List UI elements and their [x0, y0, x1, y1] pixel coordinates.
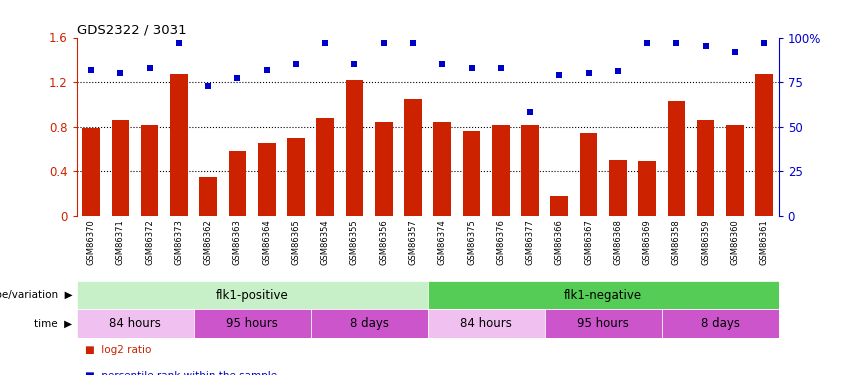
Point	[202, 82, 215, 88]
Bar	[199, 177, 217, 216]
Bar	[521, 126, 539, 216]
Point	[289, 61, 303, 67]
Text: GSM86355: GSM86355	[350, 219, 359, 264]
Bar	[346, 80, 363, 216]
Point	[406, 40, 420, 46]
Bar	[258, 143, 276, 216]
Bar	[404, 99, 422, 216]
Text: GSM86372: GSM86372	[146, 219, 154, 265]
Text: GSM86376: GSM86376	[496, 219, 505, 265]
Text: GSM86361: GSM86361	[760, 219, 768, 265]
Text: GSM86363: GSM86363	[233, 219, 242, 265]
Text: GSM86358: GSM86358	[671, 219, 681, 265]
Text: GSM86365: GSM86365	[292, 219, 300, 265]
Text: 8 days: 8 days	[700, 317, 740, 330]
Point	[552, 72, 566, 78]
Text: GSM86369: GSM86369	[643, 219, 652, 265]
Text: 84 hours: 84 hours	[460, 317, 512, 330]
Point	[260, 67, 273, 73]
Text: GSM86374: GSM86374	[437, 219, 447, 265]
Point	[611, 68, 625, 74]
Text: flk1-negative: flk1-negative	[564, 289, 643, 302]
Bar	[77, 281, 428, 309]
Text: ■  percentile rank within the sample: ■ percentile rank within the sample	[85, 371, 277, 375]
Bar	[667, 101, 685, 216]
Point	[582, 70, 596, 76]
Bar	[111, 120, 129, 216]
Bar	[375, 122, 392, 216]
Bar	[609, 160, 626, 216]
Point	[172, 40, 186, 46]
Text: GSM86354: GSM86354	[321, 219, 329, 264]
Text: GSM86364: GSM86364	[262, 219, 271, 265]
Point	[231, 75, 244, 81]
Bar	[726, 126, 744, 216]
Text: GSM86357: GSM86357	[408, 219, 418, 265]
Point	[465, 65, 478, 71]
Point	[670, 40, 683, 46]
Bar	[83, 128, 100, 216]
Bar	[317, 118, 334, 216]
Text: GSM86371: GSM86371	[116, 219, 125, 265]
Point	[757, 40, 771, 46]
Point	[143, 65, 157, 71]
Text: 84 hours: 84 hours	[109, 317, 161, 330]
Text: GSM86373: GSM86373	[174, 219, 184, 265]
Bar	[638, 161, 656, 216]
Bar	[428, 281, 779, 309]
Point	[348, 61, 362, 67]
Bar	[77, 309, 194, 338]
Bar	[580, 133, 597, 216]
Point	[523, 110, 537, 116]
Point	[494, 65, 507, 71]
Text: GSM86370: GSM86370	[87, 219, 95, 265]
Point	[318, 40, 332, 46]
Text: GSM86377: GSM86377	[526, 219, 534, 265]
Bar	[287, 138, 305, 216]
Bar	[428, 309, 545, 338]
Bar	[551, 196, 568, 216]
Text: GSM86375: GSM86375	[467, 219, 476, 265]
Text: GSM86367: GSM86367	[584, 219, 593, 265]
Bar	[545, 309, 662, 338]
Bar	[463, 131, 480, 216]
Text: GDS2322 / 3031: GDS2322 / 3031	[77, 23, 186, 36]
Point	[436, 61, 449, 67]
Bar	[141, 126, 158, 216]
Bar	[433, 122, 451, 216]
Point	[377, 40, 391, 46]
Text: ■  log2 ratio: ■ log2 ratio	[85, 345, 151, 355]
Text: time  ▶: time ▶	[34, 318, 72, 328]
Bar	[170, 74, 188, 216]
Point	[728, 49, 741, 55]
Text: GSM86359: GSM86359	[701, 219, 710, 264]
Text: GSM86362: GSM86362	[203, 219, 213, 265]
Text: flk1-positive: flk1-positive	[216, 289, 288, 302]
Text: 8 days: 8 days	[350, 317, 389, 330]
Bar	[492, 126, 510, 216]
Point	[84, 67, 98, 73]
Point	[699, 44, 712, 50]
Text: GSM86360: GSM86360	[730, 219, 740, 265]
Text: 95 hours: 95 hours	[226, 317, 278, 330]
Text: GSM86356: GSM86356	[380, 219, 388, 265]
Text: 95 hours: 95 hours	[577, 317, 629, 330]
Point	[114, 70, 128, 76]
Text: genotype/variation  ▶: genotype/variation ▶	[0, 290, 72, 300]
Point	[640, 40, 654, 46]
Bar	[194, 309, 311, 338]
Text: GSM86368: GSM86368	[614, 219, 622, 265]
Text: GSM86366: GSM86366	[555, 219, 563, 265]
Bar	[697, 120, 714, 216]
Bar	[756, 74, 773, 216]
Bar	[229, 151, 246, 216]
Bar	[311, 309, 427, 338]
Bar	[662, 309, 779, 338]
